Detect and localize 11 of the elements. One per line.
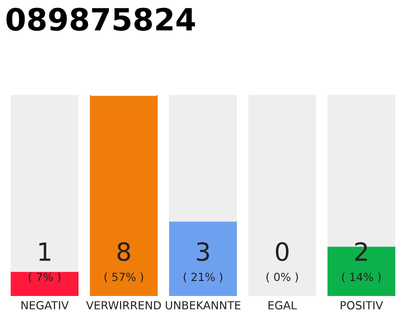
data-label: 2 ( 14% ) bbox=[342, 242, 381, 282]
data-label: 1 ( 7% ) bbox=[28, 242, 60, 282]
x-tick-label: VERWIRREND bbox=[86, 301, 161, 310]
x-tick-label: EGAL bbox=[268, 301, 297, 310]
data-label: 0 ( 0% ) bbox=[266, 242, 298, 282]
x-tick-label: POSITIV bbox=[340, 301, 384, 310]
data-label: 8 ( 57% ) bbox=[104, 242, 144, 282]
x-tick-label: UNBEKANNTE bbox=[166, 301, 240, 310]
data-label: 3 ( 21% ) bbox=[184, 242, 222, 282]
chart-title: 089875824 bbox=[6, 8, 195, 31]
x-tick-label: NEGATIV bbox=[22, 301, 69, 310]
